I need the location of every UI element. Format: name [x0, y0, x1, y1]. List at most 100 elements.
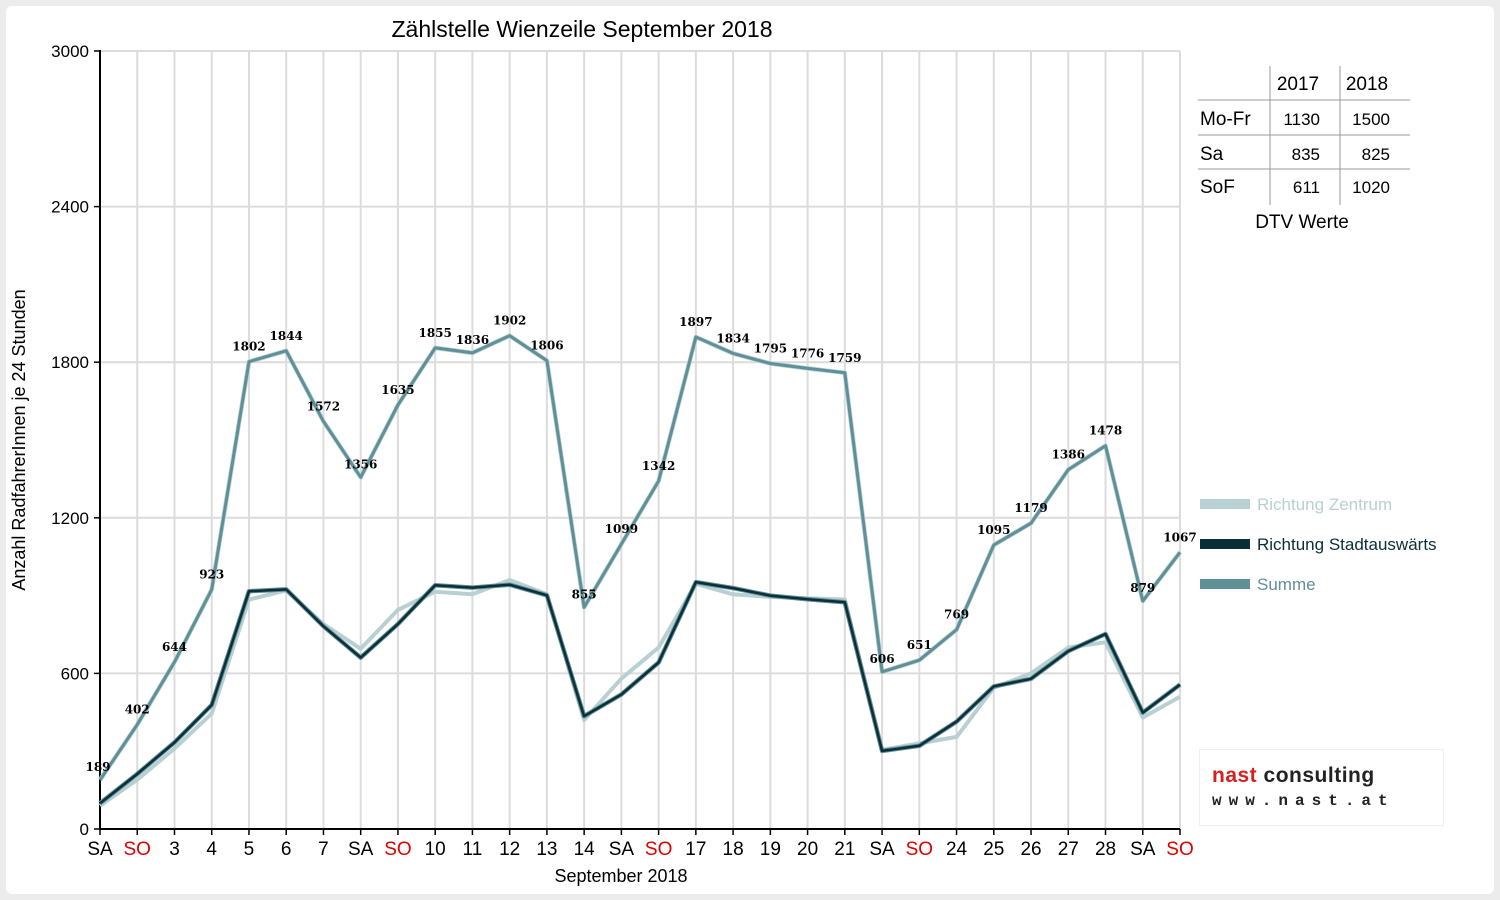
y-tick-label: 600: [61, 664, 89, 683]
x-tick-label: 20: [797, 839, 818, 860]
data-label: 923: [199, 568, 224, 582]
data-label: 606: [870, 652, 895, 666]
legend-swatch: [1200, 579, 1250, 589]
dtv-row-label: SoF: [1200, 177, 1235, 198]
x-tick-label: SO: [645, 839, 672, 860]
x-tick-label: SO: [124, 839, 151, 860]
data-label: 1855: [418, 326, 451, 340]
x-tick-label: 5: [244, 839, 255, 860]
x-tick-label: 24: [946, 839, 968, 860]
y-axis-label: Anzahl RadfahrerInnen je 24 Stunden: [9, 289, 29, 590]
data-label: 879: [1130, 581, 1155, 595]
y-tick-label: 1800: [51, 353, 89, 372]
dtv-cell: 835: [1292, 145, 1320, 164]
y-tick-label: 3000: [51, 42, 89, 61]
x-tick-label: 12: [499, 839, 520, 860]
nast-consulting-logo: nast consulting www.nast.at: [1200, 750, 1443, 825]
series-line-richtung-stadtauswärts: [99, 580, 1181, 805]
x-tick-label: 6: [281, 839, 292, 860]
chart-title: Zählstelle Wienzeile September 2018: [392, 16, 773, 42]
data-label: 1342: [642, 459, 675, 473]
data-label: 189: [85, 760, 110, 774]
logo-name-part2: consulting: [1263, 764, 1375, 787]
dtv-cell: 1500: [1352, 110, 1390, 129]
x-tick-label: 3: [169, 839, 180, 860]
data-label: 1834: [716, 331, 749, 345]
data-label: 1836: [456, 333, 489, 347]
series-line-halo: [98, 579, 1182, 806]
x-tick-labels: SA SO 3 4 5 6 7 SA SO 10 11 12 13 14 SA SO 17 18 19 20 21 SA S…: [87, 839, 1193, 860]
x-tick-label: 7: [318, 839, 329, 860]
x-tick-label: SA: [1130, 839, 1156, 860]
x-tick-label: 28: [1095, 839, 1116, 860]
data-label: 1099: [605, 522, 638, 536]
x-tick-label: 4: [206, 839, 217, 860]
dtv-table: 2017 2018 Mo-Fr 1130 1500 Sa 835 825 SoF…: [1198, 66, 1410, 233]
y-tick-labels: 0 600 1200 1800 2400 3000: [51, 42, 89, 839]
data-label: 402: [125, 703, 150, 717]
data-label: 1897: [679, 315, 712, 329]
data-label: 1067: [1163, 530, 1196, 544]
logo-name: nast consulting: [1212, 764, 1375, 788]
data-label: 1795: [754, 341, 787, 355]
x-tick-label: 11: [463, 839, 483, 860]
y-tick-label: 1200: [51, 509, 89, 528]
logo-name-part1: nast: [1212, 764, 1258, 787]
data-labels: 189 402 644 923 1802 1844 1572 1356 1635 1855 1836…: [85, 314, 1196, 774]
data-label: 769: [944, 608, 969, 622]
x-tick-label: SO: [1166, 839, 1193, 860]
x-tick-label: 18: [723, 839, 744, 860]
chart-panel: [6, 6, 1494, 894]
data-label: 855: [572, 587, 597, 601]
legend-label: Richtung Stadtauswärts: [1257, 535, 1437, 554]
data-label: 1802: [232, 340, 265, 354]
dtv-header-2017: 2017: [1277, 74, 1319, 95]
x-axis-label: September 2018: [554, 866, 687, 886]
data-label: 1179: [1014, 501, 1047, 515]
x-tick-label: 14: [574, 839, 596, 860]
x-tick-label: SO: [384, 839, 411, 860]
x-tick-label: 27: [1058, 839, 1079, 860]
legend-swatch: [1200, 499, 1250, 509]
axes: [94, 50, 1181, 835]
legend: Richtung Zentrum Richtung Stadtauswärts Su…: [1200, 495, 1437, 594]
dtv-header-2018: 2018: [1346, 74, 1388, 95]
x-tick-label: SO: [906, 839, 933, 860]
data-label: 1759: [828, 351, 861, 365]
data-label: 1776: [791, 346, 824, 360]
logo-url: www.nast.at: [1212, 792, 1395, 810]
x-tick-label: 19: [760, 839, 781, 860]
x-tick-label: 13: [536, 839, 557, 860]
dtv-cell: 611: [1293, 178, 1320, 197]
x-tick-label: SA: [348, 839, 374, 860]
x-tick-label: 25: [983, 839, 1004, 860]
y-tick-label: 0: [80, 820, 89, 839]
data-label: 1902: [493, 314, 526, 328]
x-tick-label: SA: [609, 839, 635, 860]
legend-label: Summe: [1257, 575, 1316, 594]
dtv-cell: 825: [1362, 145, 1390, 164]
x-tick-label: SA: [869, 839, 895, 860]
data-label: 1386: [1052, 448, 1085, 462]
x-tick-label: 17: [685, 839, 706, 860]
dtv-caption: DTV Werte: [1255, 212, 1349, 233]
data-label: 644: [162, 640, 187, 654]
x-tick-label: 26: [1020, 839, 1041, 860]
series-line-halo: [98, 333, 1182, 782]
data-label: 1095: [977, 523, 1010, 537]
series-lines: [98, 333, 1182, 808]
data-label: 1572: [307, 399, 340, 413]
data-label: 1478: [1089, 424, 1122, 438]
dtv-cell: 1130: [1283, 110, 1320, 129]
series-line-summe: [98, 334, 1182, 781]
series-line-richtung-zentrum: [98, 578, 1181, 808]
legend-label: Richtung Zentrum: [1257, 495, 1392, 514]
data-label: 1806: [530, 339, 563, 353]
data-label: 1356: [344, 457, 377, 471]
data-label: 1844: [270, 329, 303, 343]
x-tick-label: 10: [425, 839, 446, 860]
grid: [100, 50, 1181, 829]
legend-swatch: [1200, 539, 1250, 549]
x-tick-label: 21: [834, 839, 855, 860]
